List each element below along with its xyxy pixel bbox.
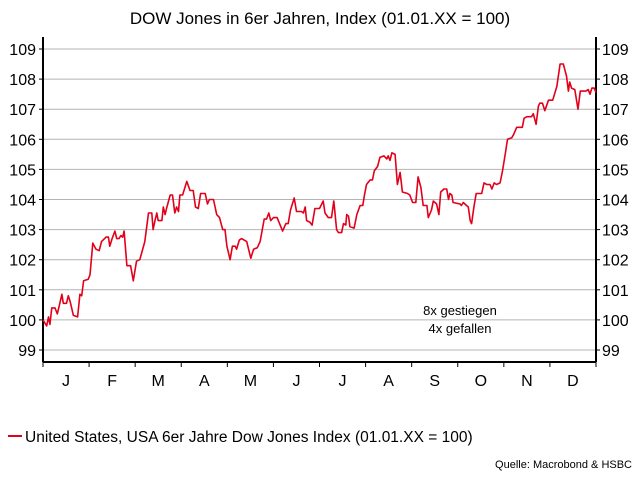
x-tick-label: D [567,373,579,390]
y-axis-right-labels: 99 100 101 102 103 104 105 106 107 108 109 [602,42,629,360]
y-axis-left-labels: 99 100 101 102 103 104 105 106 107 108 109 [9,42,36,360]
annotation-rises: 8x gestiegen [423,303,497,318]
source-note: Quelle: Macrobond & HSBC [495,459,632,471]
y-tick-label: 109 [602,42,629,59]
y-tick-label: 106 [9,132,36,149]
y-tick-label: 100 [602,313,629,330]
x-tick-label: A [199,373,210,390]
y-tick-label: 106 [602,132,629,149]
chart-title: DOW Jones in 6er Jahren, Index (01.01.XX… [130,9,510,28]
x-tick-label: J [292,373,300,390]
gridlines [43,48,596,351]
y-tick-label: 102 [602,253,629,270]
axes [39,37,600,367]
y-tick-label: 107 [9,102,36,119]
x-tick-label: A [383,373,394,390]
y-tick-label: 103 [9,223,36,240]
y-tick-label: 104 [9,193,36,210]
y-tick-label: 101 [9,283,36,300]
y-tick-label: 99 [18,343,36,360]
x-tick-label: M [244,373,257,390]
y-tick-label: 109 [9,42,36,59]
y-tick-label: 108 [9,72,36,89]
y-tick-label: 99 [602,343,620,360]
x-tick-label: J [62,373,70,390]
y-tick-label: 108 [602,72,629,89]
x-tick-label: M [152,373,165,390]
y-tick-label: 102 [9,253,36,270]
y-tick-label: 105 [602,162,629,179]
x-tick-label: O [475,373,487,390]
x-tick-label: F [107,373,117,390]
legend: United States, USA 6er Jahre Dow Jones I… [8,429,473,446]
x-tick-label: N [521,373,533,390]
y-tick-label: 107 [602,102,629,119]
annotation-falls: 4x gefallen [429,321,492,336]
y-tick-label: 104 [602,193,629,210]
y-tick-label: 101 [602,283,629,300]
y-tick-label: 100 [9,313,36,330]
x-tick-label: J [339,373,347,390]
x-tick-label: S [429,373,440,390]
legend-label: United States, USA 6er Jahre Dow Jones I… [25,429,473,446]
y-tick-label: 103 [602,223,629,240]
series-line-dow-jones [42,63,597,327]
y-tick-label: 105 [9,162,36,179]
